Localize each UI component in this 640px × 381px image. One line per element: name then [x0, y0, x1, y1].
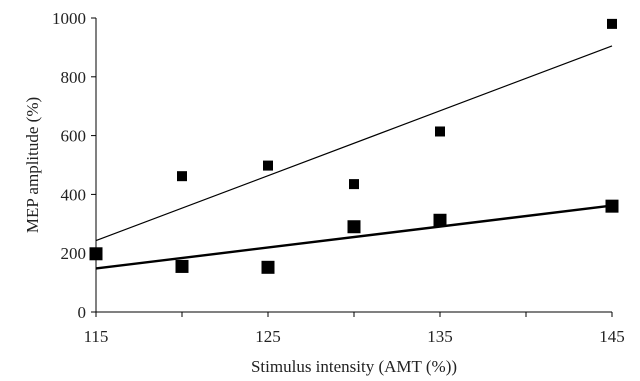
y-tick-label: 0: [78, 303, 87, 322]
data-point-series-1: [435, 126, 445, 137]
y-axis-title: MEP amplitude (%): [23, 97, 42, 233]
x-tick-label: 145: [599, 327, 625, 346]
y-tick-label: 200: [61, 244, 87, 263]
trendlines: [95, 45, 613, 270]
y-tick-label: 1000: [52, 9, 86, 28]
data-point-series-1: [263, 160, 273, 171]
data-point-series-2: [433, 213, 447, 227]
y-tick-label: 800: [61, 68, 87, 87]
y-tick-label: 400: [61, 185, 87, 204]
trendline-series-2: [95, 204, 613, 270]
x-axis-title: Stimulus intensity (AMT (%)): [251, 357, 457, 376]
x-axis-ticks: 115 125 135 145: [84, 312, 625, 346]
data-point-series-2: [261, 260, 275, 274]
trendline-series-1: [95, 45, 613, 242]
data-point-series-2: [89, 247, 103, 261]
data-point-series-1: [349, 179, 359, 190]
y-axis-ticks: 0 200 400 600 800 1000: [52, 9, 96, 322]
data-points: [89, 18, 619, 274]
y-tick-label: 600: [61, 127, 87, 146]
data-point-series-2: [605, 199, 619, 213]
data-point-series-1: [607, 18, 617, 29]
data-point-series-2: [347, 220, 361, 234]
x-tick-label: 115: [84, 327, 109, 346]
data-point-series-1: [177, 171, 187, 182]
x-tick-label: 125: [255, 327, 281, 346]
x-tick-label: 135: [427, 327, 453, 346]
data-point-series-2: [175, 259, 189, 273]
